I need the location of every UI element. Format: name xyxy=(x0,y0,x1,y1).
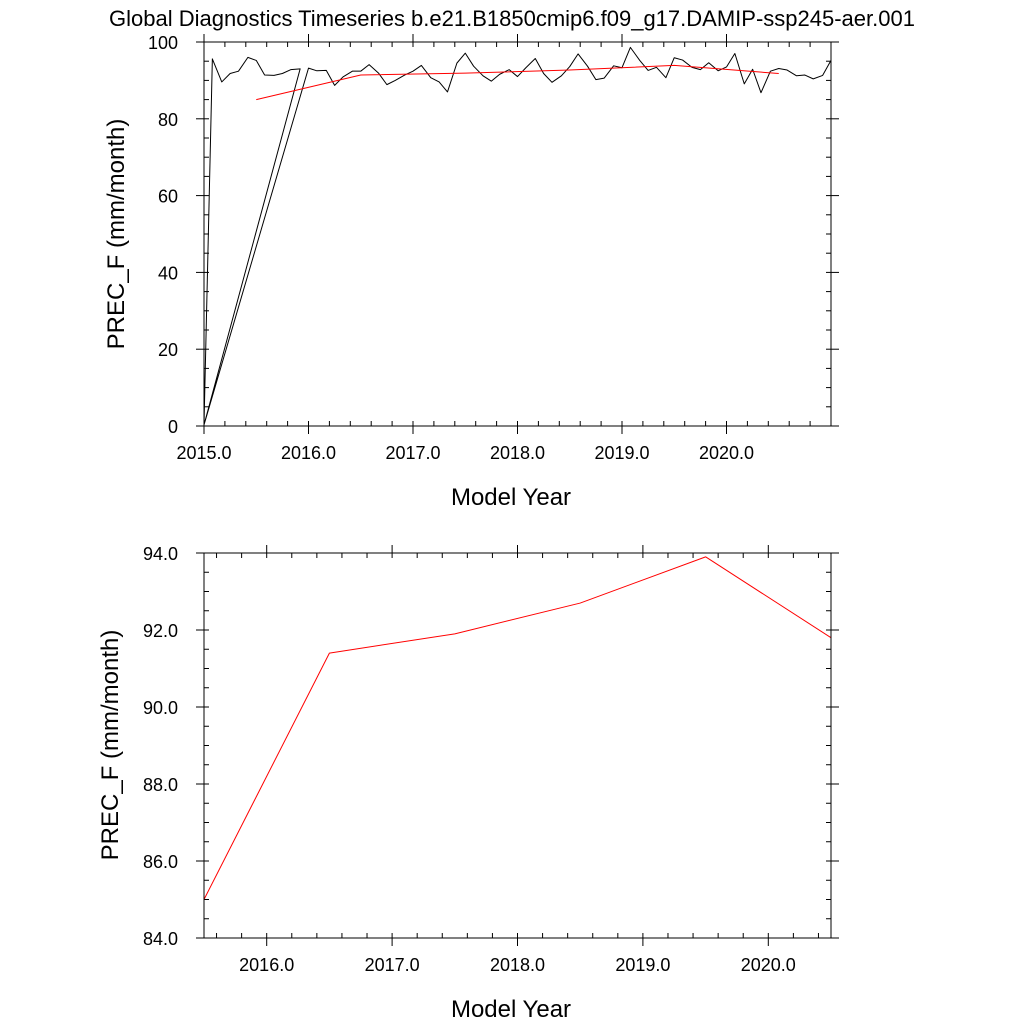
top-x-tick-label: 2017.0 xyxy=(385,443,440,463)
top-x-tick-label: 2020.0 xyxy=(699,443,754,463)
bottom-x-tick-label: 2018.0 xyxy=(490,955,545,975)
bottom-series-0-line xyxy=(204,557,831,900)
bottom-x-axis-label: Model Year xyxy=(451,996,571,1023)
bottom-y-tick-label: 86.0 xyxy=(143,852,178,872)
bottom-x-tick-label: 2019.0 xyxy=(615,955,670,975)
top-y-tick-label: 100 xyxy=(148,33,178,53)
top-series-1-line xyxy=(256,65,779,99)
top-y-tick-label: 0 xyxy=(168,417,178,437)
top-x-tick-label: 2016.0 xyxy=(281,443,336,463)
bottom-x-tick-label: 2017.0 xyxy=(365,955,420,975)
bottom-y-tick-label: 88.0 xyxy=(143,775,178,795)
top-y-tick-label: 20 xyxy=(158,340,178,360)
top-y-axis-label: PREC_F (mm/month) xyxy=(103,119,130,350)
bottom-plot-frame xyxy=(204,553,831,938)
figure-title: Global Diagnostics Timeseries b.e21.B185… xyxy=(109,6,915,31)
bottom-panel: Model Year PREC_F (mm/month) 2016.0 2017.… xyxy=(97,544,839,1023)
bottom-y-tick-label: 94.0 xyxy=(143,544,178,564)
bottom-y-axis-label: PREC_F (mm/month) xyxy=(97,630,124,861)
top-series-0-line xyxy=(204,47,831,424)
bottom-y-tick-label: 92.0 xyxy=(143,621,178,641)
bottom-x-tick-label: 2016.0 xyxy=(239,955,294,975)
bottom-x-tick-label: 2020.0 xyxy=(741,955,796,975)
top-x-axis-label: Model Year xyxy=(451,484,571,511)
top-x-tick-label: 2015.0 xyxy=(176,443,231,463)
figure: Global Diagnostics Timeseries b.e21.B185… xyxy=(0,0,1024,1024)
bottom-y-tick-label: 90.0 xyxy=(143,698,178,718)
top-plot-frame xyxy=(204,42,831,426)
top-y-tick-label: 80 xyxy=(158,110,178,130)
top-x-tick-label: 2018.0 xyxy=(490,443,545,463)
top-y-tick-label: 60 xyxy=(158,187,178,207)
top-y-tick-label: 40 xyxy=(158,263,178,283)
top-panel: Model Year PREC_F (mm/month) 2015.0 2016.… xyxy=(103,33,839,511)
top-x-tick-label: 2019.0 xyxy=(594,443,649,463)
bottom-y-tick-label: 84.0 xyxy=(143,929,178,949)
